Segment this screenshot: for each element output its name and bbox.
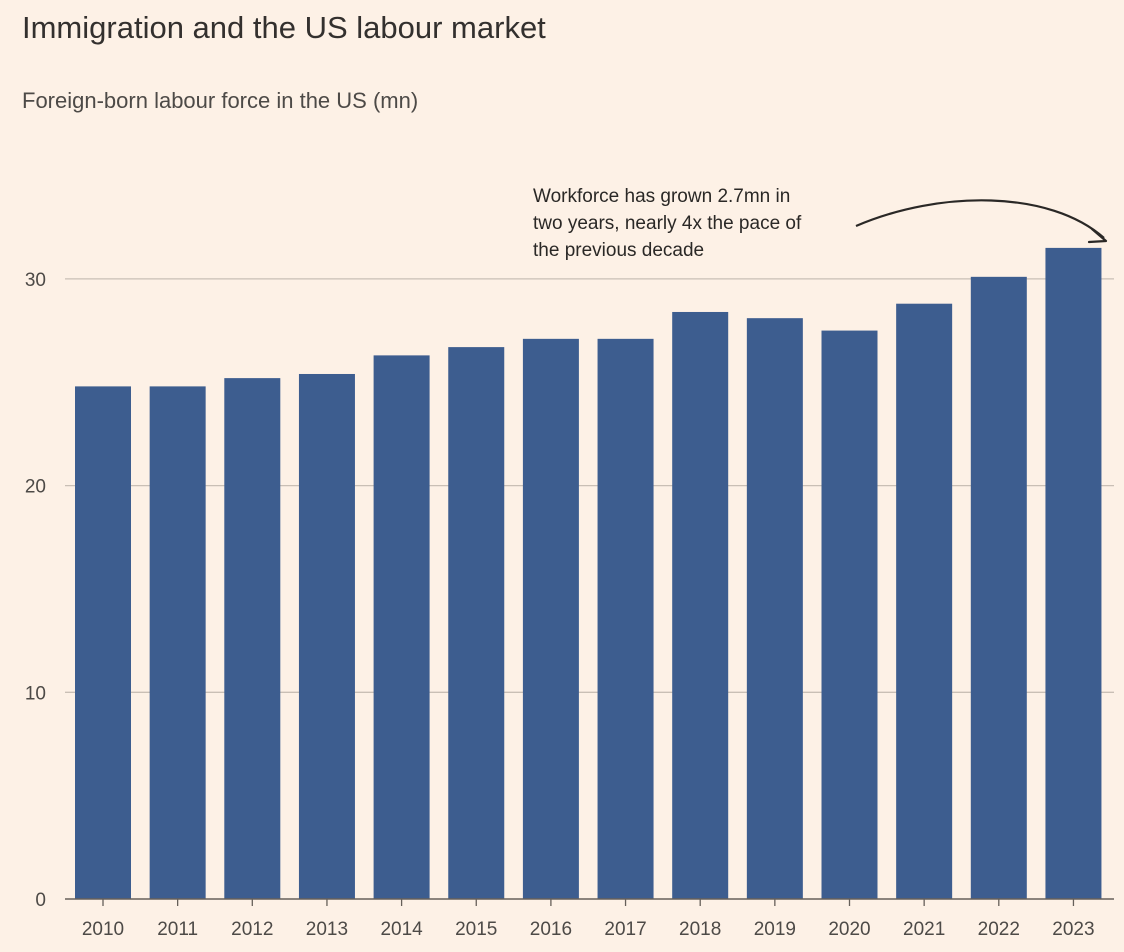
bar-2017 <box>597 338 654 899</box>
y-tick-label: 0 <box>35 890 46 911</box>
bar-2020 <box>821 330 878 899</box>
tick-labels: 0 10 20 30 2010 2011 2012 2013 2014 2015 2016 2017 2… <box>25 270 1095 940</box>
bar-2023 <box>1045 247 1102 899</box>
bar-2010 <box>75 386 131 899</box>
x-tick-label: 2010 <box>82 919 124 940</box>
bar-2016 <box>522 338 579 899</box>
chart-title: Immigration and the US labour market <box>22 10 546 45</box>
bar-2018 <box>672 311 729 899</box>
x-tick-label: 2022 <box>978 919 1020 940</box>
gridlines <box>65 278 1114 693</box>
x-tick-label: 2013 <box>306 919 348 940</box>
bar-2012 <box>224 378 281 900</box>
chart-subtitle: Foreign-born labour force in the US (mn) <box>22 88 419 113</box>
annotation-line: the previous decade <box>533 240 705 261</box>
x-tick-label: 2018 <box>679 919 721 940</box>
y-tick-label: 20 <box>25 477 46 498</box>
bar-2022 <box>970 276 1027 899</box>
x-tick-label: 2014 <box>380 919 423 940</box>
annotation-arrow <box>855 199 1108 244</box>
bar-2014 <box>373 355 430 899</box>
annotation-line: two years, nearly 4x the pace of <box>533 213 802 234</box>
bars <box>75 247 1102 900</box>
x-tick-label: 2020 <box>828 919 870 940</box>
x-tick-label: 2011 <box>157 919 198 940</box>
x-tick-label: 2017 <box>604 919 646 940</box>
x-tick-label: 2019 <box>754 919 796 940</box>
x-tick-label: 2015 <box>455 919 497 940</box>
y-tick-label: 10 <box>25 683 46 704</box>
annotation-arrow-curve <box>855 199 1105 239</box>
annotation-line: Workforce has grown 2.7mn in <box>533 186 791 207</box>
bar-2021 <box>896 303 953 900</box>
x-tick-label: 2023 <box>1052 919 1094 940</box>
annotation-text: Workforce has grown 2.7mn in two years, … <box>533 183 863 264</box>
bar-2013 <box>298 373 355 899</box>
bar-2019 <box>746 318 803 900</box>
x-axis <box>65 898 1114 906</box>
y-tick-label: 30 <box>25 270 46 291</box>
x-tick-label: 2012 <box>231 919 273 940</box>
bar-2011 <box>149 386 206 899</box>
x-tick-label: 2021 <box>903 919 945 940</box>
annotation-arrowhead <box>1087 227 1108 244</box>
x-tick-label: 2016 <box>530 919 572 940</box>
bar-2015 <box>448 347 505 900</box>
